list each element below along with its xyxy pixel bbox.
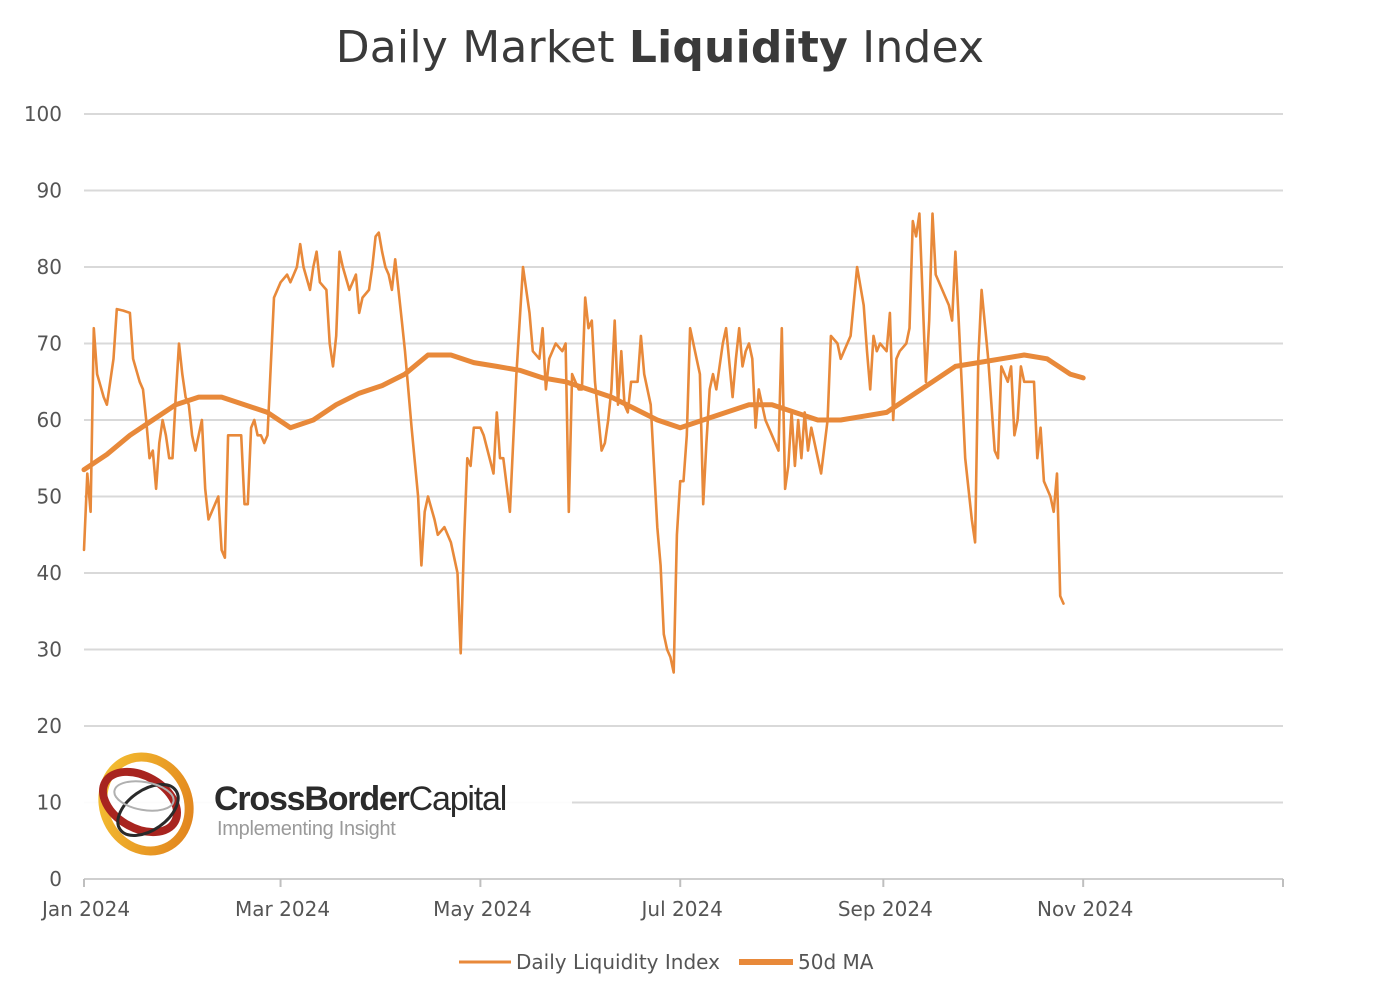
logo-name-bold: CrossBorder (214, 780, 410, 818)
y-tick-label: 90 (37, 179, 62, 203)
legend-label: 50d MA (798, 950, 874, 974)
title-part-3: Index (847, 22, 985, 73)
y-tick-label: 40 (37, 561, 62, 585)
daily-liquidity-line (82, 212, 1065, 674)
y-tick-label: 30 (37, 638, 62, 662)
y-tick-label: 0 (49, 867, 62, 891)
logo-name-regular: Capital (408, 780, 508, 818)
y-tick-label: 70 (37, 332, 62, 356)
crossborder-capital-logo: CrossBorderCapital Implementing Insight (80, 732, 572, 874)
ma-50d-line (81, 352, 1086, 473)
y-tick-label: 60 (37, 408, 62, 432)
y-tick-label: 10 (37, 791, 62, 815)
x-tick-label: Sep 2024 (838, 897, 933, 921)
logo-tagline: Implementing Insight (217, 818, 396, 840)
title-part-1: Daily Market (335, 22, 629, 73)
y-tick-label: 80 (37, 255, 62, 279)
series-lines (81, 212, 1086, 674)
y-axis-ticks: 0 10 20 30 40 50 60 70 80 90 100 (24, 102, 62, 891)
title-part-2: Liquidity (628, 22, 848, 73)
x-axis: Jan 2024 Mar 2024 May 2024 Jul 2024 Sep 2024… (40, 878, 1284, 921)
chart-title: Daily Market Liquidity Index (0, 22, 1320, 73)
x-tick-label: Jan 2024 (40, 897, 130, 921)
swirl-logo-icon (98, 752, 194, 856)
y-tick-label: 20 (37, 714, 62, 738)
legend: Daily Liquidity Index 50d MA (459, 950, 874, 974)
legend-label: Daily Liquidity Index (516, 950, 720, 974)
logo-name: CrossBorderCapital (214, 780, 508, 819)
y-tick-label: 100 (24, 102, 62, 126)
x-tick-label: Mar 2024 (235, 897, 330, 921)
y-tick-label: 50 (37, 485, 62, 509)
x-tick-label: May 2024 (433, 897, 532, 921)
x-tick-label: Nov 2024 (1037, 897, 1133, 921)
grid-lines (84, 113, 1283, 804)
x-tick-label: Jul 2024 (640, 897, 723, 921)
